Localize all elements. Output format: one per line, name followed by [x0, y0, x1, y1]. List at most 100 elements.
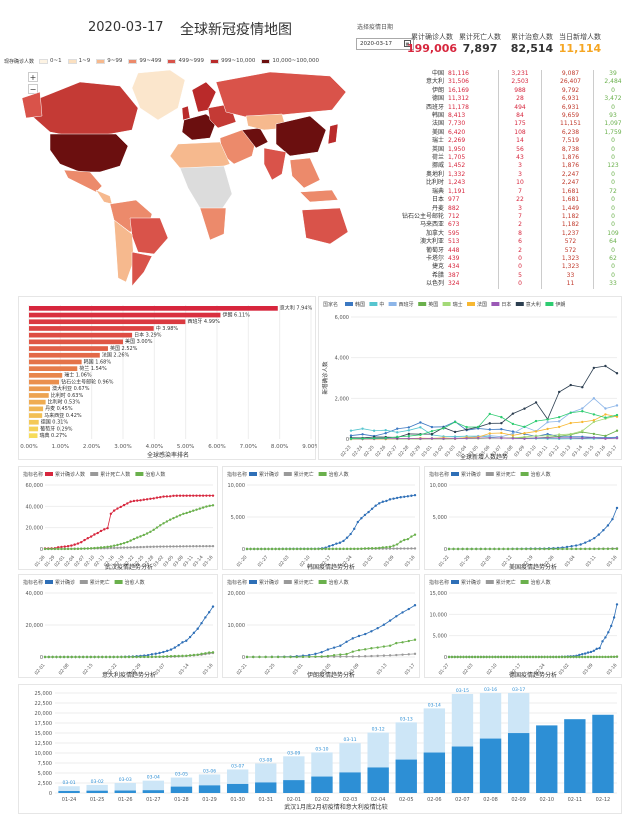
chart-point[interactable] — [477, 425, 480, 429]
chart-point[interactable] — [461, 547, 464, 551]
chart-point[interactable] — [349, 434, 353, 437]
chart-point[interactable] — [479, 547, 482, 551]
chart-legend-item[interactable]: 意大利 — [526, 301, 541, 308]
chart-point[interactable] — [277, 547, 281, 551]
chart-point[interactable] — [511, 412, 515, 415]
chart-point[interactable] — [56, 547, 60, 551]
chart-point[interactable] — [413, 652, 417, 656]
chart-point[interactable] — [407, 426, 411, 429]
chart-point[interactable] — [195, 494, 198, 497]
chart-point[interactable] — [192, 653, 196, 657]
chart-point[interactable] — [578, 655, 581, 659]
chart-point[interactable] — [376, 627, 379, 630]
chart-point[interactable] — [399, 547, 402, 550]
chart-point[interactable] — [396, 427, 399, 430]
chart-point[interactable] — [338, 541, 342, 544]
cmp-bar-wuhan[interactable] — [564, 719, 586, 793]
chart-point[interactable] — [335, 542, 338, 545]
chart-point[interactable] — [376, 646, 379, 649]
chart-point[interactable] — [488, 434, 491, 437]
chart-point[interactable] — [592, 420, 596, 424]
chart-point[interactable] — [192, 631, 196, 635]
chart-point[interactable] — [342, 539, 345, 543]
chart-point[interactable] — [592, 366, 596, 370]
chart-point[interactable] — [395, 615, 398, 618]
chart-point[interactable] — [155, 545, 159, 548]
chart-point[interactable] — [569, 432, 572, 436]
ratio-bar[interactable] — [29, 386, 50, 392]
chart-legend-swatch[interactable] — [90, 472, 99, 476]
chart-point[interactable] — [76, 542, 80, 545]
chart-legend-item[interactable]: 累计确诊人数 — [55, 471, 85, 478]
chart-point[interactable] — [181, 654, 184, 658]
chart-point[interactable] — [364, 648, 367, 651]
chart-point[interactable] — [607, 631, 610, 634]
chart-point[interactable] — [109, 545, 113, 548]
cmp-bar-italy[interactable] — [58, 786, 80, 793]
ratio-bar[interactable] — [29, 306, 278, 311]
chart-point[interactable] — [93, 655, 96, 659]
chart-point[interactable] — [610, 624, 613, 628]
chart-series-line[interactable] — [45, 606, 214, 658]
chart-legend-swatch[interactable] — [418, 302, 427, 306]
chart-point[interactable] — [101, 655, 104, 659]
chart-point[interactable] — [168, 495, 172, 498]
chart-point[interactable] — [364, 655, 367, 658]
chart-point[interactable] — [192, 494, 195, 497]
chart-point[interactable] — [511, 430, 515, 433]
chart-point[interactable] — [370, 654, 373, 658]
chart-point[interactable] — [566, 655, 569, 659]
chart-point[interactable] — [136, 546, 139, 549]
chart-point[interactable] — [570, 547, 573, 551]
chart-point[interactable] — [569, 411, 572, 414]
chart-point[interactable] — [60, 545, 63, 549]
map-australia[interactable] — [301, 207, 349, 245]
chart-point[interactable] — [554, 655, 558, 659]
cmp-bar-italy[interactable] — [114, 782, 136, 793]
chart-legend-swatch[interactable] — [520, 472, 529, 476]
chart-point[interactable] — [581, 386, 584, 389]
chart-point[interactable] — [589, 655, 593, 659]
ratio-bar[interactable] — [29, 399, 46, 405]
chart-point[interactable] — [611, 547, 614, 551]
cmp-bar-italy[interactable] — [142, 780, 165, 793]
chart-point[interactable] — [615, 415, 619, 418]
chart-legend-item[interactable]: 伊朗 — [555, 301, 565, 308]
chart-point[interactable] — [500, 421, 503, 425]
map-china[interactable] — [275, 115, 327, 157]
chart-point[interactable] — [485, 655, 488, 659]
chart-point[interactable] — [514, 655, 517, 659]
chart-point[interactable] — [581, 652, 584, 656]
chart-point[interactable] — [363, 513, 367, 517]
chart-point[interactable] — [557, 655, 561, 659]
chart-point[interactable] — [276, 655, 280, 659]
chart-point[interactable] — [523, 437, 526, 440]
chart-point[interactable] — [615, 436, 619, 440]
chart-point[interactable] — [159, 524, 162, 527]
chart-point[interactable] — [588, 539, 591, 542]
chart-point[interactable] — [604, 434, 607, 438]
chart-series-line[interactable] — [350, 437, 618, 440]
chart-point[interactable] — [66, 547, 70, 551]
chart-point[interactable] — [320, 655, 323, 658]
chart-point[interactable] — [476, 655, 480, 659]
cmp-bar-italy[interactable] — [86, 784, 108, 793]
chart-point[interactable] — [116, 655, 119, 659]
chart-point[interactable] — [505, 655, 509, 659]
chart-point[interactable] — [317, 547, 320, 551]
chart-point[interactable] — [211, 605, 215, 608]
chart-point[interactable] — [178, 545, 182, 548]
chart-point[interactable] — [116, 546, 119, 550]
chart-point[interactable] — [335, 547, 338, 551]
chart-legend-swatch[interactable] — [318, 472, 327, 476]
chart-point[interactable] — [360, 517, 363, 520]
chart-point[interactable] — [200, 652, 203, 656]
chart-point[interactable] — [575, 655, 578, 659]
chart-point[interactable] — [447, 547, 451, 551]
chart-point[interactable] — [267, 547, 270, 551]
chart-point[interactable] — [430, 437, 434, 440]
chart-point[interactable] — [407, 437, 411, 440]
chart-point[interactable] — [497, 547, 501, 551]
chart-point[interactable] — [289, 655, 292, 659]
chart-point[interactable] — [410, 494, 413, 497]
